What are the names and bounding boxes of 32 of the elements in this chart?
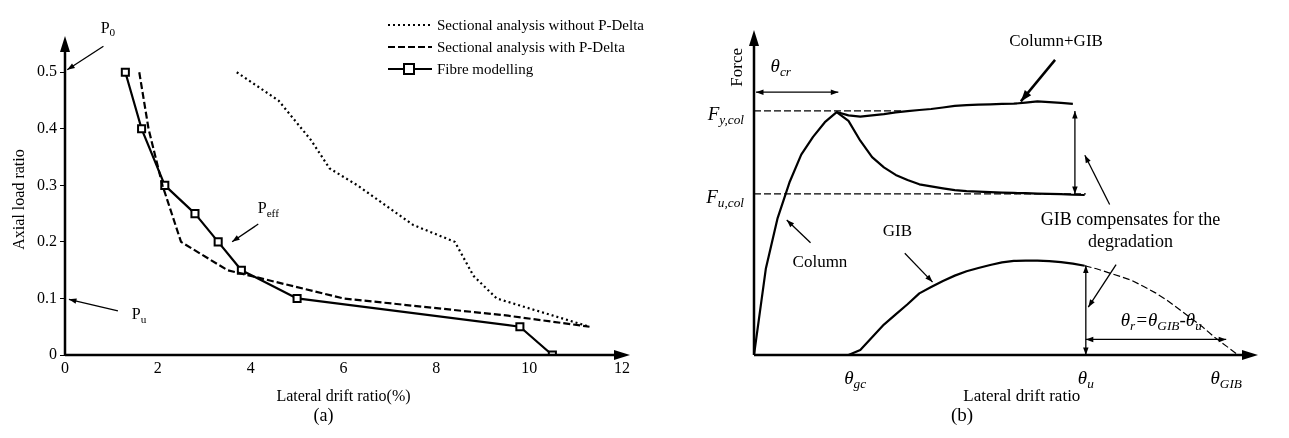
point [292,293,302,303]
text: (a) [313,404,334,426]
x-tick-label: 6 [339,359,348,377]
x-tick-label: 12 [614,359,630,377]
y-tick-label: 0.5 [37,62,57,80]
x-tick-label: 0 [61,359,69,377]
legend-label: Sectional analysis without P-Delta [436,16,644,34]
annotation: Column [792,251,848,271]
text: (b) [950,403,974,426]
y-tick-label: 0.3 [37,175,57,193]
point [190,209,200,219]
x-tick-label: 8 [432,359,441,377]
x-tick-label: 2 [153,359,162,377]
y-axis-title: Force [727,47,747,87]
x-tick-label: 10 [521,359,538,377]
text: Column+GIB [1009,30,1103,50]
point [137,124,147,134]
y-axis-title: Axial load ratio [10,149,28,250]
y-tick-label: 0 [49,345,57,363]
x-tick-label: 4 [246,359,255,377]
x-axis-title: Lateral drift ratio(%) [276,387,411,406]
y-tick-label: 0.1 [37,288,57,306]
annotation: GIB compensates for the degradation [1040,209,1221,252]
point [515,322,525,332]
point [213,237,223,247]
point [120,67,130,77]
legend-label: Sectional analysis with P-Delta [436,38,625,56]
annotation: GIB [882,220,912,240]
legend-label: Fibre modelling [436,60,534,78]
x-axis-title: Lateral drift ratio [963,386,1081,406]
y-tick-label: 0.2 [37,232,57,250]
y-tick-label: 0.4 [37,119,57,137]
